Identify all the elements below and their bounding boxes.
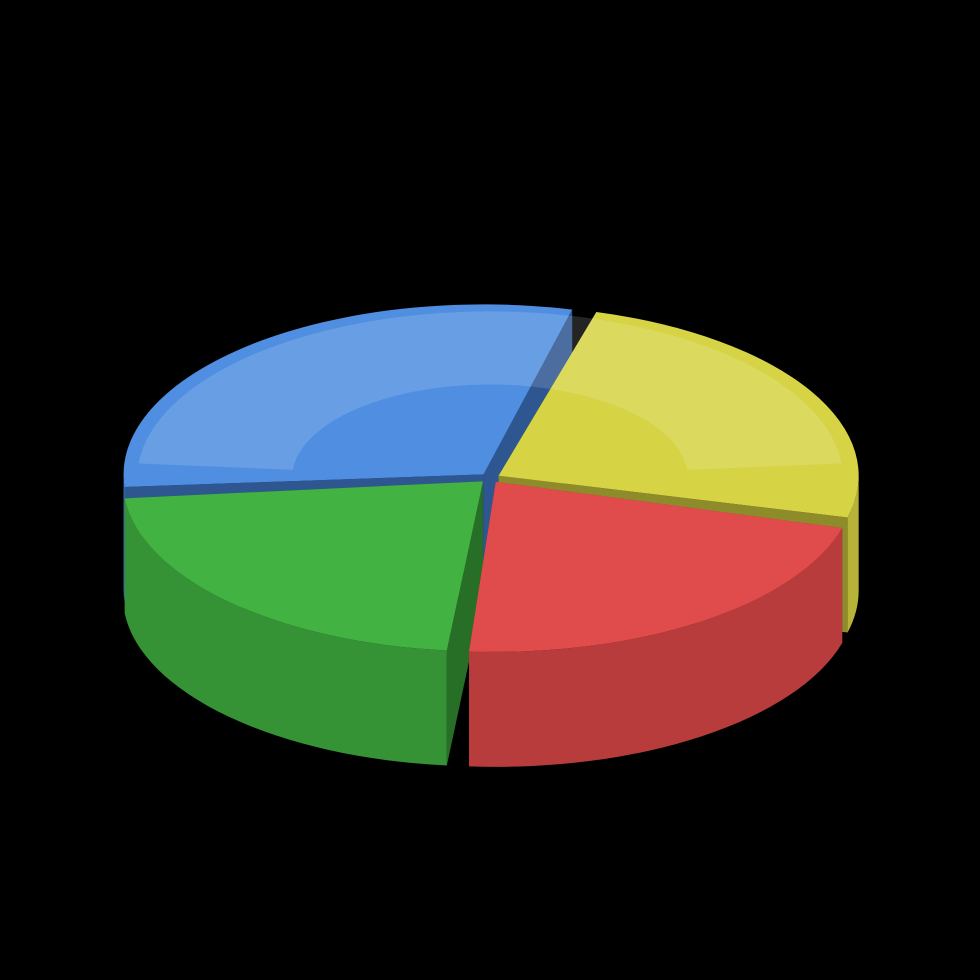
pie-side-blue [124,474,125,602]
pie-chart-3d [0,0,980,980]
